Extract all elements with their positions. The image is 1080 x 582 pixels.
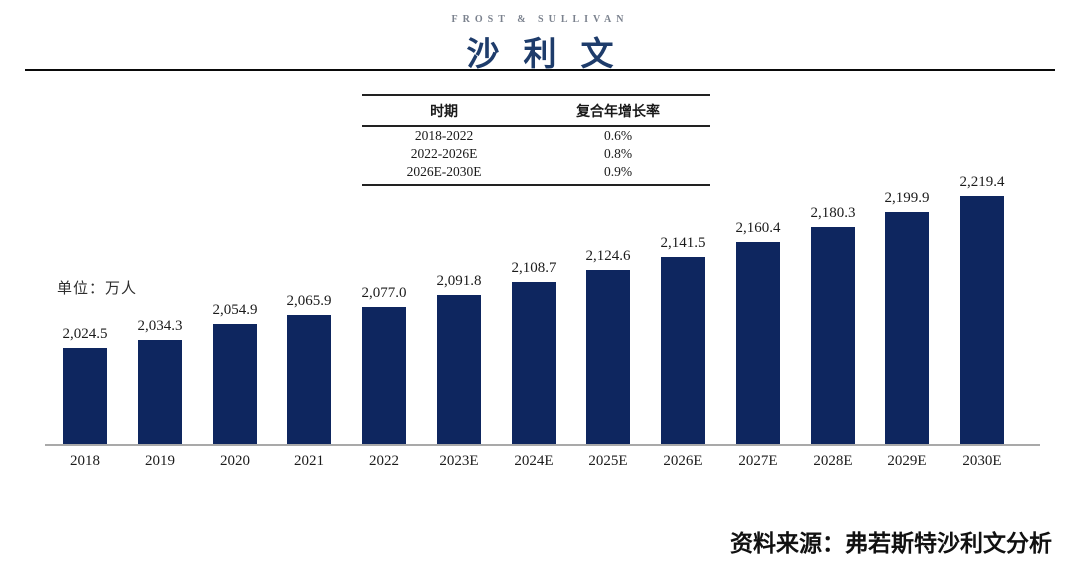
bar-2019 bbox=[138, 340, 182, 444]
cagr-table-cell: 0.6% bbox=[604, 128, 633, 143]
bar-2018 bbox=[63, 348, 107, 444]
cagr-table-row: 2018-2022 0.6% bbox=[362, 126, 710, 145]
cagr-table-cell: 2026E-2030E bbox=[362, 163, 527, 186]
bar-value-label: 2,141.5 bbox=[660, 235, 706, 251]
x-tick-label: 2020 bbox=[220, 453, 250, 469]
x-tick-label: 2025E bbox=[588, 453, 628, 469]
bar-value-label: 2,065.9 bbox=[286, 293, 332, 309]
bar-value-label: 2,160.4 bbox=[735, 220, 781, 236]
x-tick-label: 2021 bbox=[294, 453, 324, 469]
cagr-table-cell: 0.9% bbox=[526, 163, 710, 186]
x-tick-label: 2027E bbox=[738, 453, 778, 469]
logo-en-text: FROST & SULLIVAN bbox=[451, 14, 629, 25]
cagr-table-cell: 2022-2026E bbox=[410, 146, 478, 161]
bar-2030E bbox=[960, 196, 1004, 444]
bar-2024E bbox=[512, 282, 556, 444]
bar-2023E bbox=[437, 295, 481, 444]
bar-value-label: 2,054.9 bbox=[212, 302, 258, 318]
cagr-table-row: 2022-2026E 0.8% bbox=[362, 145, 710, 163]
logo-zh-text: 沙利文 bbox=[466, 35, 638, 72]
header-divider bbox=[25, 69, 1055, 71]
x-tick-label: 2018 bbox=[70, 453, 100, 469]
bar-chart: 2,024.5 2018 2,034.3 2019 2,054.9 2020 2,065.9… bbox=[0, 174, 1080, 480]
cagr-table-header-row: 时期 复合年增长率 bbox=[362, 94, 710, 127]
bar-value-label: 2,024.5 bbox=[62, 326, 108, 342]
bar-2022 bbox=[362, 307, 406, 444]
bar-2025E bbox=[586, 270, 630, 444]
cagr-table-row: 2026E-2030E 0.9% bbox=[362, 163, 710, 186]
cagr-table: 时期 复合年增长率 2018-2022 0.6% 2022-2026E 0.8% 202… bbox=[362, 94, 710, 186]
cagr-table-cell: 2018-2022 bbox=[414, 128, 474, 143]
bar-2021 bbox=[287, 315, 331, 444]
x-axis-line bbox=[45, 444, 1040, 446]
cagr-header-rate: 复合年增长率 bbox=[526, 94, 710, 127]
x-tick-label: 2029E bbox=[887, 453, 927, 469]
x-tick-label: 2022 bbox=[369, 453, 399, 469]
x-tick-label: 2024E bbox=[514, 453, 554, 469]
bar-2026E bbox=[661, 257, 705, 444]
bar-value-label: 2,124.6 bbox=[585, 248, 631, 264]
x-tick-label: 2019 bbox=[145, 453, 175, 469]
bar-value-label: 2,108.7 bbox=[511, 260, 557, 276]
bar-2020 bbox=[213, 324, 257, 444]
bar-value-label: 2,034.3 bbox=[137, 318, 183, 334]
source-note: 资料来源：弗若斯特沙利文分析 bbox=[730, 530, 1052, 556]
x-tick-label: 2023E bbox=[439, 453, 479, 469]
x-tick-label: 2028E bbox=[813, 453, 853, 469]
bar-2029E bbox=[885, 212, 929, 444]
bar-value-label: 2,091.8 bbox=[436, 273, 482, 289]
bar-value-label: 2,180.3 bbox=[810, 205, 856, 221]
cagr-header-period: 时期 bbox=[362, 94, 527, 127]
x-tick-label: 2026E bbox=[663, 453, 703, 469]
frost-sullivan-logo: FROST & SULLIVAN 沙利文 bbox=[0, 14, 1080, 75]
bar-value-label: 2,199.9 bbox=[884, 190, 930, 206]
bar-value-label: 2,077.0 bbox=[361, 285, 407, 301]
bar-2028E bbox=[811, 227, 855, 444]
bar-value-label: 2,219.4 bbox=[959, 174, 1005, 190]
x-tick-label: 2030E bbox=[962, 453, 1002, 469]
bar-2027E bbox=[736, 242, 780, 444]
unit-label: 单位：万人 bbox=[57, 281, 138, 297]
cagr-table-cell: 0.8% bbox=[604, 146, 633, 161]
